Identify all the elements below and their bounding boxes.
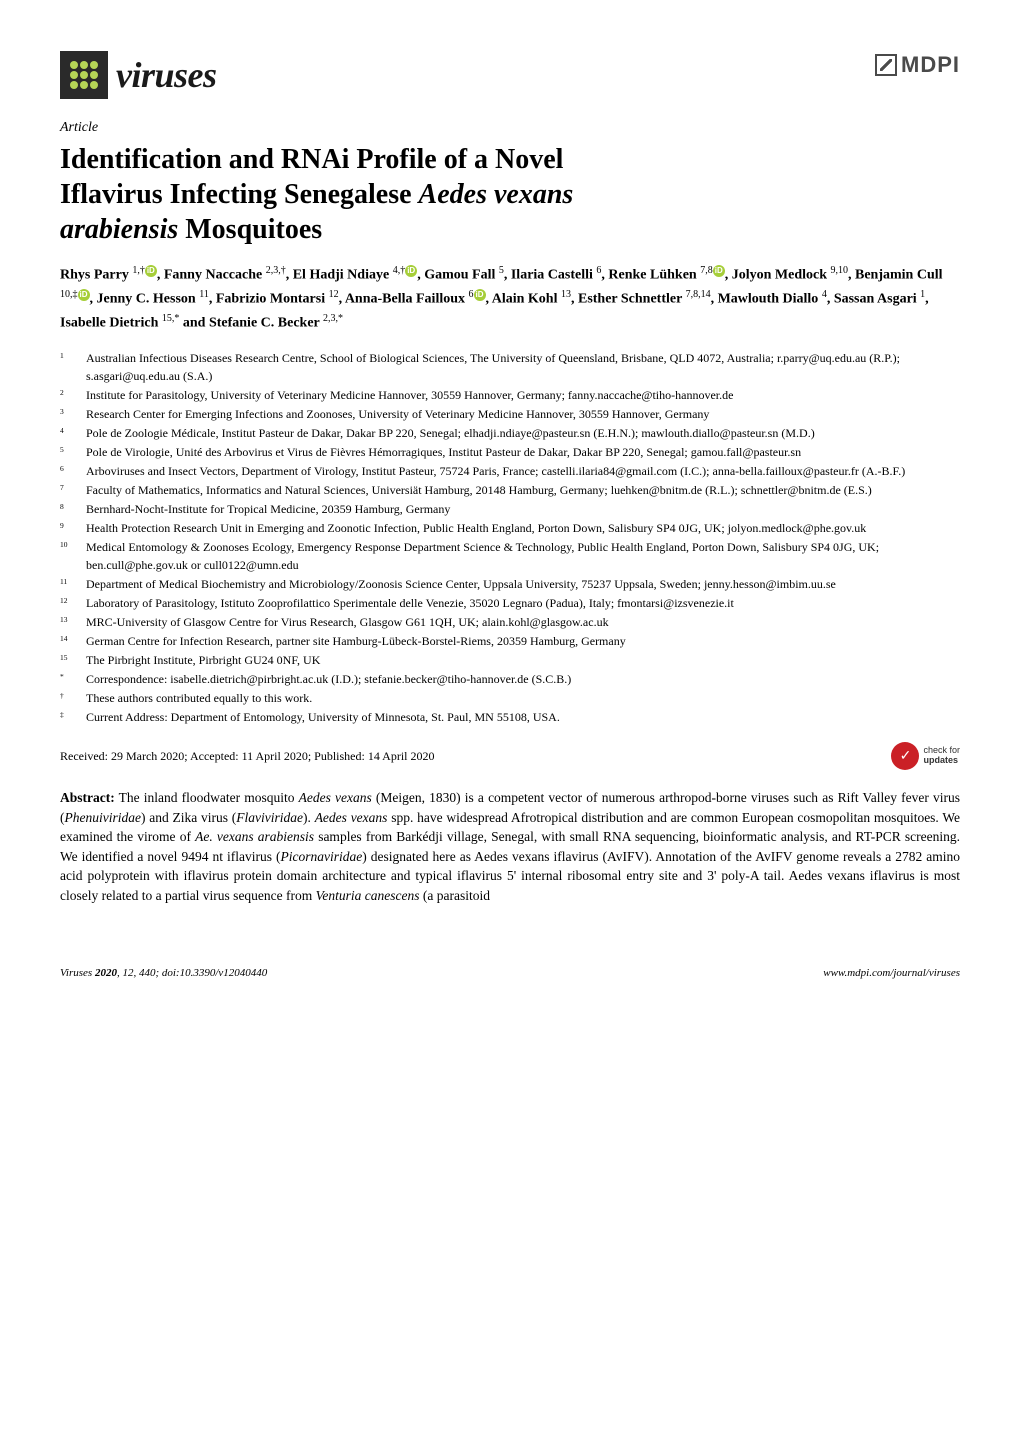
affiliation-number: 7 (60, 481, 86, 499)
title-line-3: arabiensis Mosquitoes (60, 214, 322, 245)
affiliation-number: 10 (60, 538, 86, 574)
affiliation-number: * (60, 670, 86, 688)
affiliation-row: 14German Centre for Infection Research, … (60, 632, 960, 650)
publisher-logo: MDPI (875, 50, 960, 81)
affiliation-row: 5Pole de Virologie, Unité des Arbovirus … (60, 443, 960, 461)
check-updates-icon: ✓ (891, 742, 919, 770)
abstract-label: Abstract: (60, 790, 115, 805)
mdpi-mark-icon (875, 54, 897, 76)
authors-list: Rhys Parry 1,†iD, Fanny Naccache 2,3,†, … (60, 263, 960, 335)
affiliation-text: Current Address: Department of Entomolog… (86, 708, 960, 726)
affiliation-number: ‡ (60, 708, 86, 726)
affiliation-row: 12Laboratory of Parasitology, Istituto Z… (60, 594, 960, 612)
article-type: Article (60, 118, 960, 138)
affiliation-row: 9Health Protection Research Unit in Emer… (60, 519, 960, 537)
publication-dates: Received: 29 March 2020; Accepted: 11 Ap… (60, 748, 435, 765)
title-line-2: Iflavirus Infecting Senegalese Aedes vex… (60, 179, 573, 210)
affiliation-text: Institute for Parasitology, University o… (86, 386, 960, 404)
affiliation-row: 15The Pirbright Institute, Pirbright GU2… (60, 651, 960, 669)
affiliation-number: 6 (60, 462, 86, 480)
affiliation-row: ‡Current Address: Department of Entomolo… (60, 708, 960, 726)
publisher-name: MDPI (901, 50, 960, 81)
affiliation-number: 15 (60, 651, 86, 669)
viruses-logo-icon (60, 51, 108, 99)
affiliation-text: Arboviruses and Insect Vectors, Departme… (86, 462, 960, 480)
affiliation-number: 4 (60, 424, 86, 442)
affiliation-row: 11Department of Medical Biochemistry and… (60, 575, 960, 593)
affiliations-list: 1Australian Infectious Diseases Research… (60, 349, 960, 726)
affiliation-row: 3Research Center for Emerging Infections… (60, 405, 960, 423)
journal-logo-block: viruses (60, 50, 217, 100)
affiliation-row: 13MRC-University of Glasgow Centre for V… (60, 613, 960, 631)
footer-citation: Viruses 2020, 12, 440; doi:10.3390/v1204… (60, 966, 267, 981)
check-updates-text: check for updates (923, 746, 960, 766)
affiliation-number: 5 (60, 443, 86, 461)
affiliation-text: Health Protection Research Unit in Emerg… (86, 519, 960, 537)
affiliation-row: 4Pole de Zoologie Médicale, Institut Pas… (60, 424, 960, 442)
affiliation-row: 6Arboviruses and Insect Vectors, Departm… (60, 462, 960, 480)
affiliation-number: 2 (60, 386, 86, 404)
affiliation-text: German Centre for Infection Research, pa… (86, 632, 960, 650)
article-title: Identification and RNAi Profile of a Nov… (60, 142, 960, 247)
affiliation-number: 1 (60, 349, 86, 385)
affiliation-number: 8 (60, 500, 86, 518)
affiliation-number: 3 (60, 405, 86, 423)
affiliation-row: 2Institute for Parasitology, University … (60, 386, 960, 404)
affiliation-number: 11 (60, 575, 86, 593)
affiliation-row: †These authors contributed equally to th… (60, 689, 960, 707)
affiliation-number: 9 (60, 519, 86, 537)
abstract: Abstract: The inland floodwater mosquito… (60, 788, 960, 905)
affiliation-row: 7Faculty of Mathematics, Informatics and… (60, 481, 960, 499)
affiliation-text: Laboratory of Parasitology, Istituto Zoo… (86, 594, 960, 612)
affiliation-row: 1Australian Infectious Diseases Research… (60, 349, 960, 385)
updates-line2: updates (923, 756, 960, 766)
affiliation-text: Department of Medical Biochemistry and M… (86, 575, 960, 593)
header-row: viruses MDPI (60, 50, 960, 100)
affiliation-text: MRC-University of Glasgow Centre for Vir… (86, 613, 960, 631)
affiliation-text: These authors contributed equally to thi… (86, 689, 960, 707)
dates-row: Received: 29 March 2020; Accepted: 11 Ap… (60, 742, 960, 770)
affiliation-text: The Pirbright Institute, Pirbright GU24 … (86, 651, 960, 669)
affiliation-number: 12 (60, 594, 86, 612)
affiliation-text: Bernhard-Nocht-Institute for Tropical Me… (86, 500, 960, 518)
affiliation-number: † (60, 689, 86, 707)
affiliation-text: Pole de Zoologie Médicale, Institut Past… (86, 424, 960, 442)
affiliation-row: 8Bernhard-Nocht-Institute for Tropical M… (60, 500, 960, 518)
affiliation-row: *Correspondence: isabelle.dietrich@pirbr… (60, 670, 960, 688)
abstract-text: The inland floodwater mosquito Aedes vex… (60, 790, 960, 903)
affiliation-text: Correspondence: isabelle.dietrich@pirbri… (86, 670, 960, 688)
affiliation-text: Australian Infectious Diseases Research … (86, 349, 960, 385)
affiliation-row: 10Medical Entomology & Zoonoses Ecology,… (60, 538, 960, 574)
page-footer: Viruses 2020, 12, 440; doi:10.3390/v1204… (60, 966, 960, 981)
affiliation-number: 13 (60, 613, 86, 631)
journal-name: viruses (116, 50, 217, 100)
footer-url: www.mdpi.com/journal/viruses (823, 966, 960, 981)
affiliation-text: Medical Entomology & Zoonoses Ecology, E… (86, 538, 960, 574)
affiliation-text: Pole de Virologie, Unité des Arbovirus e… (86, 443, 960, 461)
title-line-1: Identification and RNAi Profile of a Nov… (60, 144, 563, 175)
affiliation-number: 14 (60, 632, 86, 650)
affiliation-text: Faculty of Mathematics, Informatics and … (86, 481, 960, 499)
affiliation-text: Research Center for Emerging Infections … (86, 405, 960, 423)
check-updates-badge[interactable]: ✓ check for updates (891, 742, 960, 770)
